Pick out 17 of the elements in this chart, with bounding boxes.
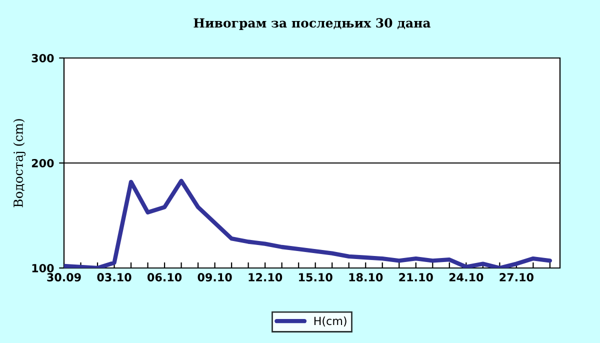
line-series xyxy=(64,178,552,268)
y-tick-label: 100 xyxy=(32,264,54,272)
x-tick-label: 30.09 xyxy=(47,273,81,282)
x-tick-label: 03.10 xyxy=(97,273,132,282)
y-tick-label: 200 xyxy=(32,158,54,168)
x-tick-label: 24.10 xyxy=(449,273,484,282)
x-tick-label: 15.10 xyxy=(299,273,332,282)
x-tick-label: 21.10 xyxy=(399,273,433,282)
x-tick-label: 06.10 xyxy=(148,273,182,282)
x-tick-label: 12.10 xyxy=(248,273,282,282)
legend-label: H(cm) xyxy=(314,316,346,326)
chart-title: Нивограм за последњих 30 дана xyxy=(194,18,431,30)
y-tick-label: 300 xyxy=(32,54,54,62)
x-tick-label: 27.10 xyxy=(500,273,534,282)
y-axis-title: Водостај (cm) xyxy=(13,119,26,208)
x-tick-label: 18.10 xyxy=(349,273,383,282)
x-tick-label: 09.10 xyxy=(198,273,232,282)
